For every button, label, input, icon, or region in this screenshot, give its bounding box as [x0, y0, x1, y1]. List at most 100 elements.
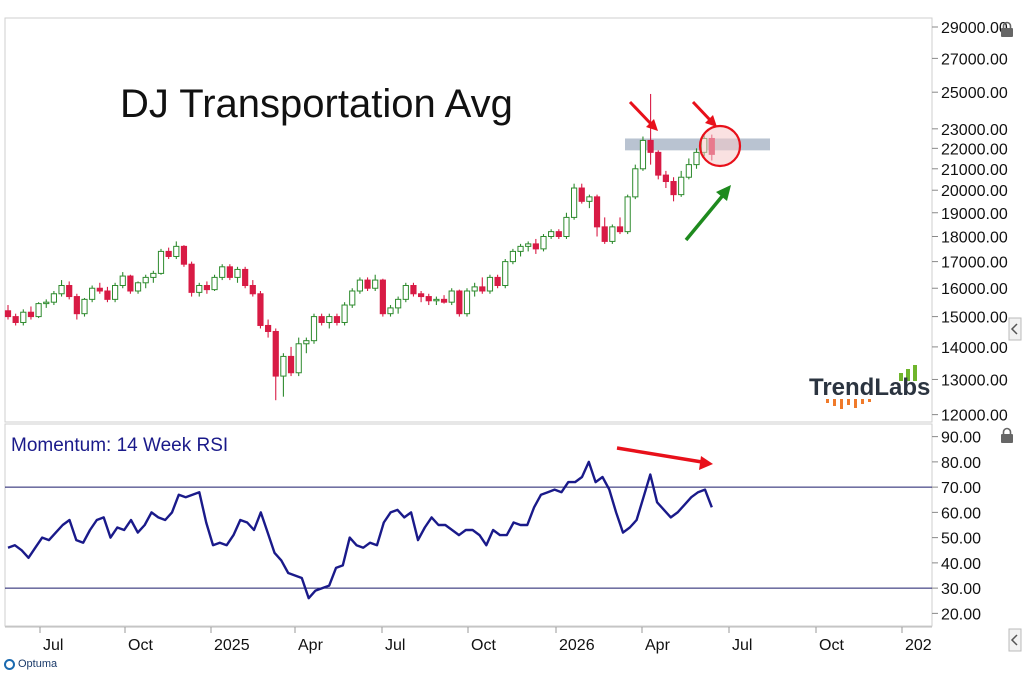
candle-body	[632, 168, 639, 198]
candle	[142, 274, 149, 289]
candle-body	[456, 290, 463, 315]
candle-body	[364, 279, 371, 289]
candle	[35, 302, 42, 319]
candle-body	[563, 216, 570, 238]
candle	[27, 306, 35, 320]
candle-body	[517, 245, 524, 252]
candle	[257, 290, 264, 329]
candle	[632, 164, 639, 200]
candle	[670, 177, 677, 202]
candle	[563, 212, 570, 239]
price-tick-label: 19000.00	[941, 206, 1008, 223]
candle-body	[349, 290, 356, 306]
chart-title: DJ Transportation Avg	[120, 82, 513, 126]
candle-body	[616, 226, 624, 233]
candle	[211, 274, 218, 291]
x-tick-label: 2026	[559, 637, 595, 654]
candle-body	[440, 298, 448, 303]
rsi-tick-label: 80.00	[941, 455, 981, 472]
candle	[624, 194, 631, 235]
candle	[433, 296, 440, 306]
candle	[58, 280, 65, 297]
x-tick-label: Jul	[732, 637, 752, 654]
chevron-left-icon[interactable]	[1008, 628, 1022, 652]
green-arrow	[684, 185, 731, 242]
candle	[89, 285, 96, 303]
candle-body	[234, 268, 241, 278]
candle	[219, 264, 226, 281]
candle	[43, 299, 50, 308]
candle-body	[165, 250, 172, 257]
candle	[119, 272, 126, 289]
candle-body	[502, 261, 509, 287]
candle-body	[586, 196, 593, 202]
candle-body	[418, 293, 425, 298]
candle	[96, 282, 103, 294]
candle-body	[356, 279, 363, 292]
optuma-logo-icon	[4, 658, 15, 670]
candle-body	[425, 296, 432, 302]
price-tick-label: 15000.00	[941, 310, 1008, 327]
x-tick-label: Jul	[385, 637, 405, 654]
candle	[249, 280, 256, 297]
candle-body	[639, 139, 647, 170]
candle	[440, 295, 448, 304]
candle-body	[310, 316, 318, 342]
candle-body	[532, 243, 539, 250]
lock-icon[interactable]	[1001, 21, 1013, 38]
annotation-arrows	[616, 100, 742, 470]
candle	[165, 247, 172, 260]
lock-icon[interactable]	[1001, 427, 1013, 444]
candle-body	[387, 307, 394, 315]
candle-body	[257, 293, 264, 326]
candle	[639, 136, 647, 171]
candle-body	[127, 275, 134, 292]
rsi-reference-lines	[5, 486, 932, 589]
rsi-line	[7, 460, 713, 600]
candle	[196, 282, 203, 297]
candle-body	[479, 286, 486, 292]
resistance-zone	[625, 138, 770, 151]
candle-body	[112, 285, 119, 300]
price-tick-label: 20000.00	[941, 183, 1008, 200]
candle-body	[379, 279, 386, 315]
candle	[203, 281, 211, 294]
candle	[548, 229, 555, 239]
candle-body	[601, 226, 608, 242]
candle-body	[180, 245, 188, 265]
candle-body	[540, 236, 547, 250]
candle-body	[203, 285, 211, 291]
price-y-axis: 12000.00 13000.00 14000.00 15000.00 16000.00…	[932, 20, 1008, 425]
candle	[616, 217, 624, 235]
candle	[12, 313, 19, 326]
candle	[502, 259, 509, 289]
candle	[157, 248, 165, 275]
candle-body	[27, 311, 35, 318]
x-tick-label: 202	[905, 637, 932, 654]
candle-body	[571, 187, 578, 218]
highlight-circle	[698, 124, 742, 168]
chevron-left-icon[interactable]	[1008, 317, 1022, 341]
candle-body	[265, 324, 272, 332]
candle	[395, 296, 402, 314]
candle-body	[662, 174, 669, 183]
candle-body	[410, 285, 417, 295]
rsi-tick-label: 60.00	[941, 505, 981, 522]
optuma-footer: Optuma	[4, 658, 57, 670]
candle	[280, 353, 287, 397]
candle-body	[66, 285, 73, 298]
candle	[66, 281, 73, 300]
candle	[532, 238, 539, 254]
candle-body	[81, 298, 88, 315]
candle	[662, 170, 669, 189]
candle	[517, 243, 524, 257]
candle	[685, 158, 692, 180]
candle-body	[624, 196, 631, 233]
candle-body	[463, 290, 471, 315]
candle	[333, 313, 341, 326]
rsi-tick-label: 20.00	[941, 606, 981, 623]
candle	[356, 277, 363, 294]
price-panel	[4, 17, 933, 423]
price-tick-label: 13000.00	[941, 372, 1008, 389]
candle-body	[448, 290, 455, 303]
